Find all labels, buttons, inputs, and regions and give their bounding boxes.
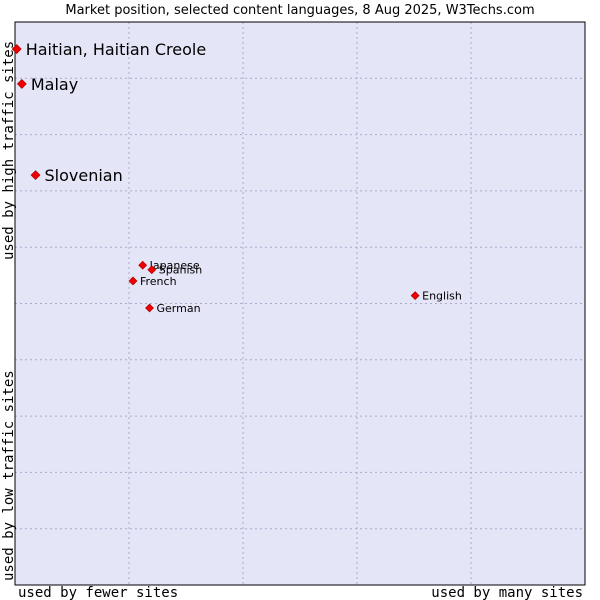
data-point-slovenian: Slovenian: [30, 166, 123, 185]
plot-frame: [14, 21, 586, 586]
marker-slovenian: [30, 170, 41, 181]
data-point-japanese: Japanese: [138, 259, 200, 272]
data-points: Haitian, Haitian Creole Malay Slovenian Jap…: [11, 40, 462, 315]
marker-haitian-haitian-creole: [11, 44, 22, 54]
data-point-haitian-haitian-creole: Haitian, Haitian Creole: [11, 40, 206, 59]
data-point-german: German: [145, 302, 201, 315]
grid-lines: [15, 22, 585, 585]
label-french: French: [140, 275, 177, 288]
marker-french: [128, 276, 138, 286]
label-spanish: Spanish: [159, 264, 202, 277]
data-point-malay: Malay: [16, 75, 78, 94]
y-axis-label-bottom: used by low traffic sites: [1, 370, 17, 581]
label-german: German: [157, 302, 201, 315]
chart-title: Market position, selected content langua…: [65, 3, 534, 18]
marker-german: [145, 303, 154, 313]
label-slovenian: Slovenian: [45, 166, 123, 185]
marker-japanese: [138, 260, 148, 270]
marker-english: [410, 291, 420, 301]
marker-malay: [16, 79, 27, 89]
label-japanese: Japanese: [149, 259, 200, 272]
y-axis-label-top: used by high traffic sites: [1, 41, 17, 260]
data-point-spanish: Spanish: [147, 264, 202, 277]
x-axis-label-left: used by fewer sites: [18, 585, 178, 600]
label-english: English: [422, 290, 462, 303]
marker-spanish: [147, 265, 157, 275]
x-axis-label-right: used by many sites: [431, 585, 583, 600]
data-point-french: French: [128, 275, 177, 288]
label-malay: Malay: [31, 75, 78, 94]
label-haitian-haitian-creole: Haitian, Haitian Creole: [26, 40, 206, 59]
data-point-english: English: [410, 290, 462, 303]
